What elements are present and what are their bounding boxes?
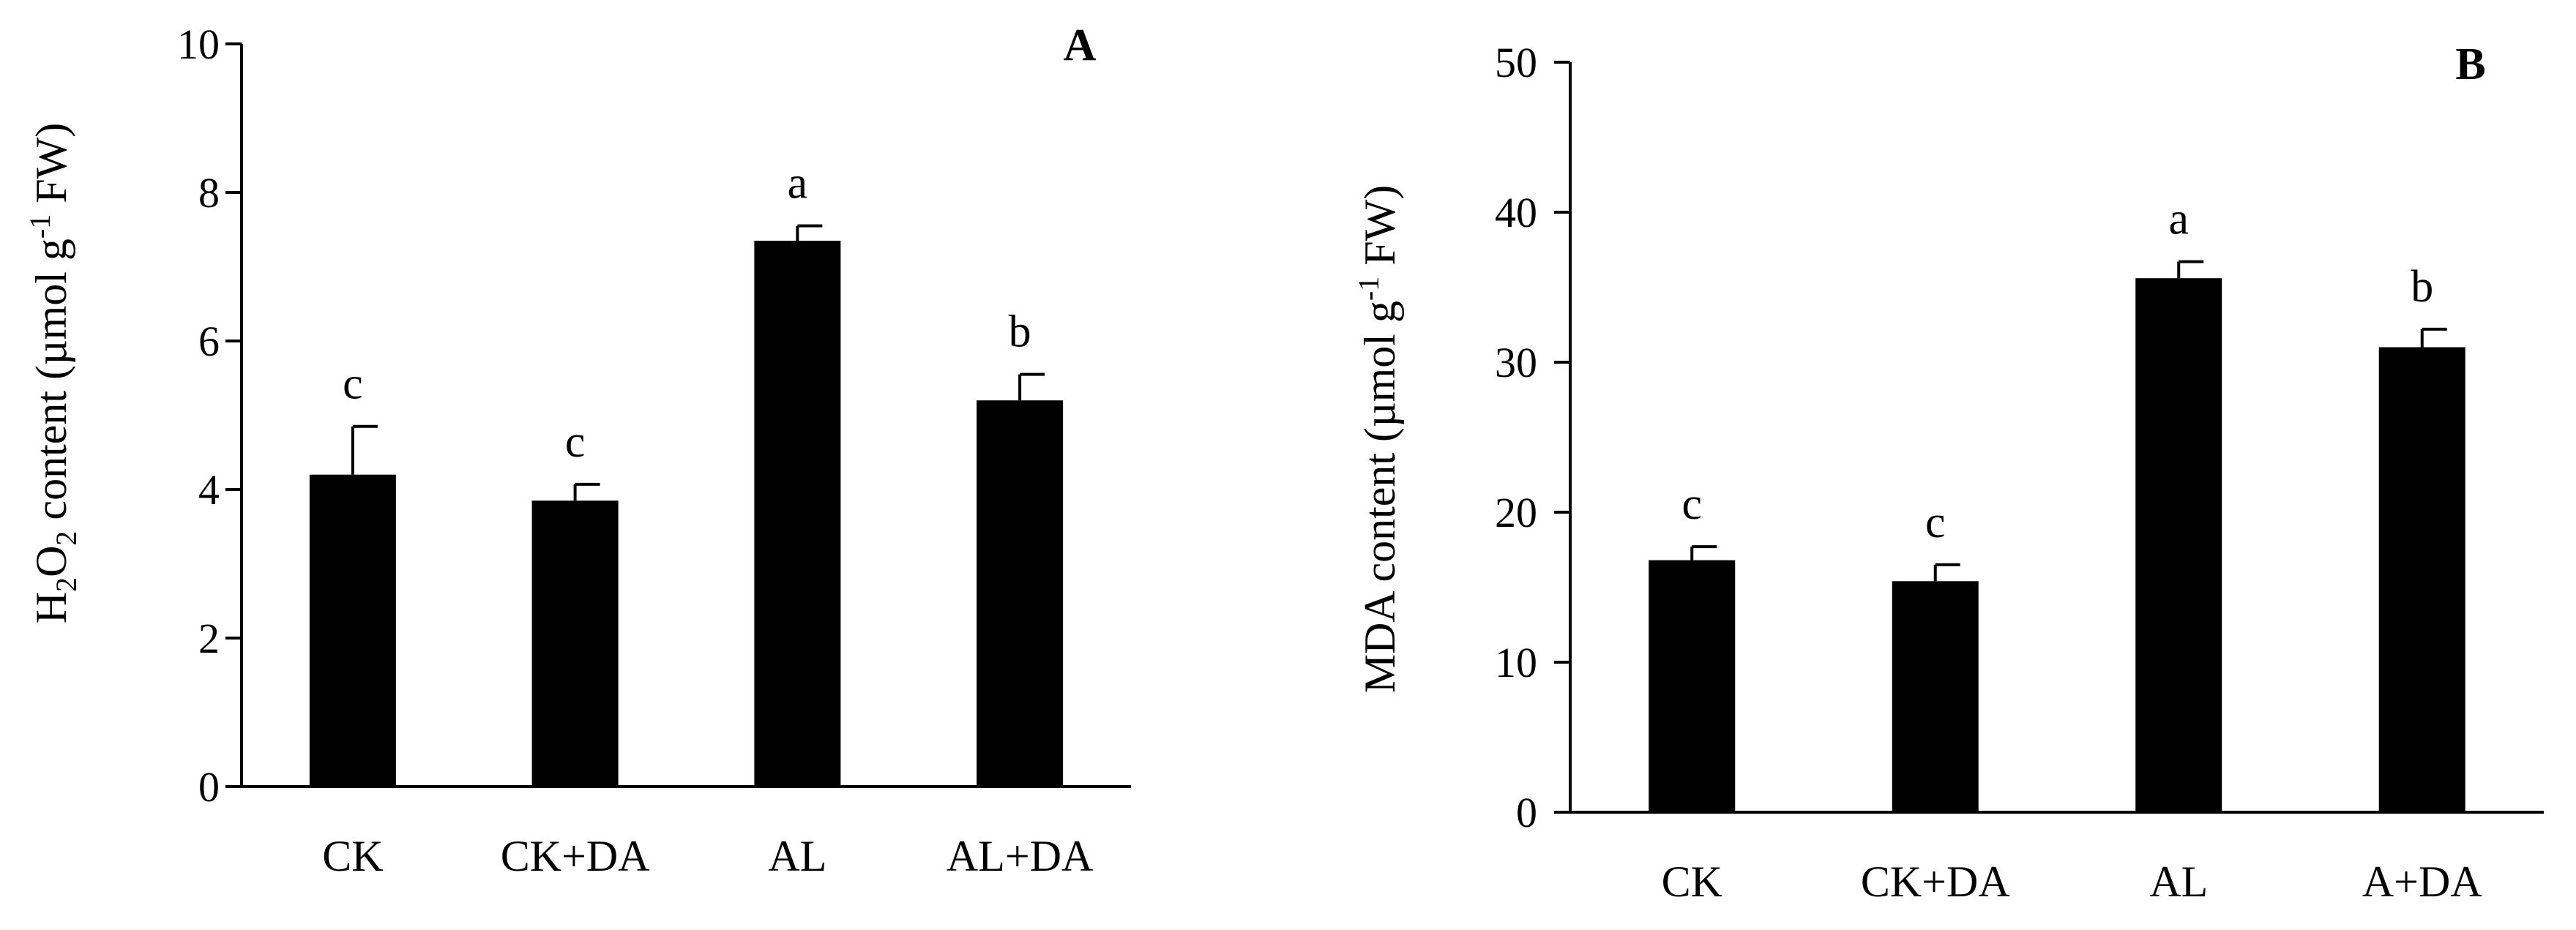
bar <box>309 474 396 787</box>
significance-label: c <box>565 417 586 467</box>
significance-label: a <box>788 159 808 209</box>
y-title-subscript: 2 <box>50 531 83 546</box>
panel-b-letter: B <box>2455 40 2485 89</box>
y-tick-label: 40 <box>1495 189 1537 236</box>
category-label: CK+DA <box>1861 858 2010 906</box>
category-label: CK <box>322 832 383 880</box>
bar <box>531 500 619 787</box>
y-title-part: O <box>27 546 75 577</box>
panel-a-tick-labels: 0 2 4 6 8 10 <box>177 20 220 811</box>
y-tick-label: 4 <box>198 466 220 514</box>
y-title-superscript: -1 <box>1352 277 1385 301</box>
y-tick-label: 10 <box>1495 639 1537 686</box>
significance-label: b <box>1009 307 1031 357</box>
category-label: A+DA <box>2362 858 2482 906</box>
significance-label: c <box>343 359 363 409</box>
category-label: CK+DA <box>501 832 650 880</box>
y-tick-label: 50 <box>1495 39 1537 86</box>
y-tick-label: 10 <box>177 20 220 68</box>
y-tick-label: 6 <box>198 318 220 365</box>
bar <box>754 240 841 787</box>
y-title-part: MDA content (µmol g <box>1356 301 1404 693</box>
category-label: AL <box>2149 858 2208 906</box>
bar <box>2378 347 2465 812</box>
panel-b-tick-labels: 0 10 20 30 40 50 <box>1495 39 1537 836</box>
y-title-part: content (µmol g <box>27 239 75 531</box>
y-tick-label: 30 <box>1495 339 1537 386</box>
bar <box>1892 581 1979 812</box>
significance-label: a <box>2168 195 2189 244</box>
panel-b-bars <box>1649 260 2465 812</box>
category-label: AL <box>768 832 826 880</box>
bar <box>2135 278 2222 812</box>
y-tick-label: 20 <box>1495 489 1537 536</box>
y-title-part: FW) <box>1356 185 1404 277</box>
panel-b-significance-labels: c c a b <box>1681 195 2433 547</box>
panel-a-letter: A <box>1064 20 1097 70</box>
significance-label: c <box>1925 498 1946 547</box>
panel-a-significance-labels: c c a b <box>343 159 1031 467</box>
panel-b: 0 10 20 30 40 50 CK CK+DA AL A+DA c c a b B MDA con… <box>1352 39 2544 906</box>
y-title-subscript: 2 <box>50 577 83 592</box>
y-tick-label: 0 <box>1516 789 1537 836</box>
panel-a-y-axis-title: H2O2 content (µmol g-1 FW) <box>23 123 83 624</box>
y-tick-label: 8 <box>198 169 220 217</box>
y-title-part: FW) <box>27 123 75 214</box>
y-title-superscript: -1 <box>23 214 56 239</box>
panel-a-bars <box>309 224 1064 787</box>
panel-b-y-axis-title: MDA content (µmol g-1 FW) <box>1352 185 1404 694</box>
y-tick-label: 0 <box>198 763 220 811</box>
category-label: CK <box>1662 858 1722 906</box>
bar <box>977 400 1064 787</box>
bar <box>1649 560 1736 812</box>
panel-b-category-labels: CK CK+DA AL A+DA <box>1662 858 2482 906</box>
significance-label: b <box>2411 262 2433 312</box>
significance-label: c <box>1681 479 1702 529</box>
y-tick-label: 2 <box>198 615 220 662</box>
panel-a-category-labels: CK CK+DA AL AL+DA <box>322 832 1093 880</box>
y-title-part: H <box>27 592 75 623</box>
category-label: AL+DA <box>947 832 1093 880</box>
